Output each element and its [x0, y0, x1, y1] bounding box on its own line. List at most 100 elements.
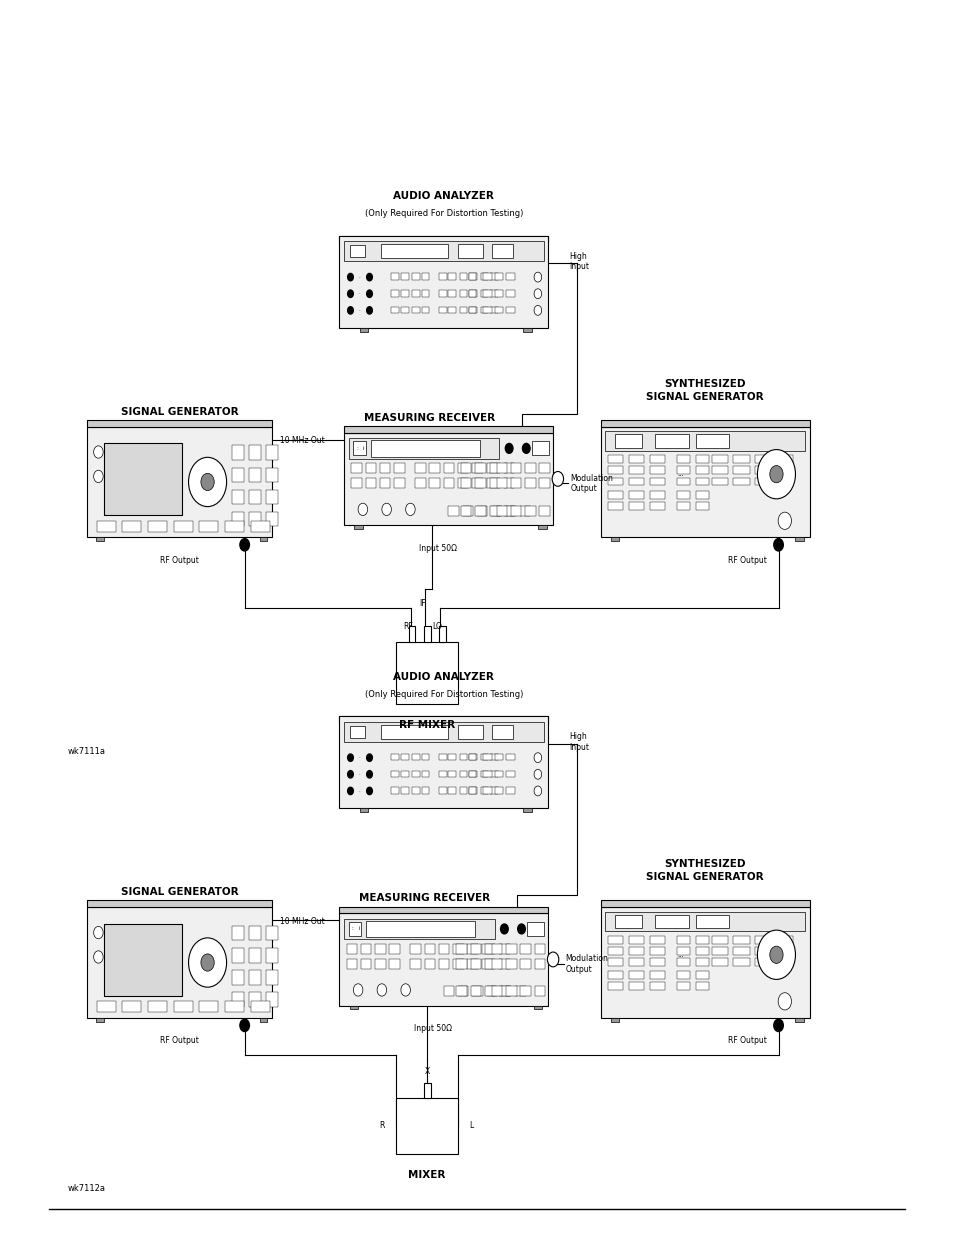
- Bar: [608, 501, 623, 510]
- Bar: [400, 755, 408, 761]
- Circle shape: [534, 272, 541, 282]
- Circle shape: [366, 290, 372, 298]
- Text: MEASURING RECEIVER: MEASURING RECEIVER: [363, 412, 495, 422]
- Bar: [350, 726, 365, 737]
- Bar: [249, 511, 261, 526]
- Bar: [351, 478, 361, 488]
- Bar: [469, 290, 476, 296]
- Bar: [495, 306, 503, 314]
- Bar: [649, 456, 664, 463]
- Bar: [490, 787, 497, 794]
- Bar: [695, 972, 708, 979]
- Text: (Only Required For Distortion Testing): (Only Required For Distortion Testing): [364, 690, 522, 699]
- Bar: [468, 290, 476, 296]
- Bar: [480, 787, 488, 794]
- Bar: [600, 426, 809, 537]
- Text: RF Output: RF Output: [160, 1036, 199, 1046]
- Bar: [480, 290, 488, 296]
- Bar: [104, 443, 181, 515]
- Bar: [695, 433, 728, 448]
- Bar: [400, 771, 408, 777]
- Bar: [266, 490, 278, 504]
- Bar: [438, 958, 449, 968]
- Text: SIGNAL GENERATOR: SIGNAL GENERATOR: [121, 406, 238, 416]
- Bar: [421, 787, 429, 794]
- Bar: [481, 958, 492, 968]
- Bar: [87, 420, 273, 426]
- Bar: [655, 433, 688, 448]
- Bar: [359, 329, 368, 332]
- Bar: [629, 456, 643, 463]
- Bar: [695, 478, 708, 485]
- Bar: [519, 958, 530, 968]
- Bar: [232, 971, 244, 984]
- Bar: [421, 755, 429, 761]
- Bar: [429, 463, 439, 473]
- Text: RF Output: RF Output: [727, 556, 766, 564]
- Bar: [457, 245, 483, 258]
- Bar: [438, 755, 446, 761]
- Bar: [225, 1002, 244, 1013]
- Text: -: -: [359, 291, 360, 295]
- Text: SIGNAL GENERATOR: SIGNAL GENERATOR: [121, 887, 238, 897]
- Bar: [486, 987, 497, 997]
- Text: :: :: [355, 446, 357, 451]
- Bar: [629, 947, 643, 955]
- Text: IF: IF: [418, 599, 425, 608]
- Bar: [495, 755, 503, 761]
- Circle shape: [347, 787, 353, 794]
- Bar: [524, 505, 535, 516]
- Text: AUDIO ANALYZER: AUDIO ANALYZER: [393, 191, 494, 201]
- Text: i: i: [362, 446, 364, 451]
- Bar: [629, 983, 643, 990]
- Bar: [424, 944, 435, 953]
- Bar: [122, 521, 141, 532]
- Bar: [480, 755, 488, 761]
- Bar: [711, 947, 727, 955]
- Bar: [505, 505, 516, 516]
- Bar: [423, 1083, 430, 1098]
- Bar: [476, 505, 487, 516]
- Bar: [472, 463, 482, 473]
- Bar: [695, 936, 708, 944]
- Circle shape: [517, 924, 525, 934]
- Bar: [489, 463, 499, 473]
- Bar: [497, 463, 507, 473]
- Bar: [351, 463, 361, 473]
- Bar: [96, 1002, 115, 1013]
- Bar: [483, 306, 492, 314]
- Bar: [266, 468, 278, 482]
- Text: wk7112a: wk7112a: [68, 1184, 106, 1193]
- Text: RF MIXER: RF MIXER: [398, 720, 455, 730]
- Bar: [495, 290, 503, 296]
- Bar: [379, 478, 390, 488]
- Bar: [448, 771, 456, 777]
- Bar: [486, 463, 497, 473]
- Text: Input 50Ω: Input 50Ω: [418, 543, 456, 552]
- Bar: [457, 463, 468, 473]
- Bar: [534, 987, 544, 997]
- Bar: [360, 958, 371, 968]
- Bar: [695, 501, 708, 510]
- Circle shape: [347, 755, 353, 761]
- Bar: [412, 787, 419, 794]
- Bar: [421, 306, 429, 314]
- Bar: [538, 505, 549, 516]
- Bar: [676, 958, 689, 966]
- Bar: [676, 501, 689, 510]
- Bar: [755, 467, 771, 474]
- Bar: [359, 809, 368, 813]
- Bar: [249, 468, 261, 482]
- Bar: [391, 755, 398, 761]
- Bar: [251, 521, 270, 532]
- Bar: [266, 971, 278, 984]
- Text: R: R: [379, 1121, 384, 1130]
- Bar: [448, 273, 456, 280]
- Bar: [490, 290, 497, 296]
- Bar: [676, 936, 689, 944]
- Bar: [456, 944, 466, 953]
- Bar: [534, 944, 544, 953]
- Bar: [453, 958, 463, 968]
- Bar: [389, 944, 399, 953]
- Bar: [96, 521, 115, 532]
